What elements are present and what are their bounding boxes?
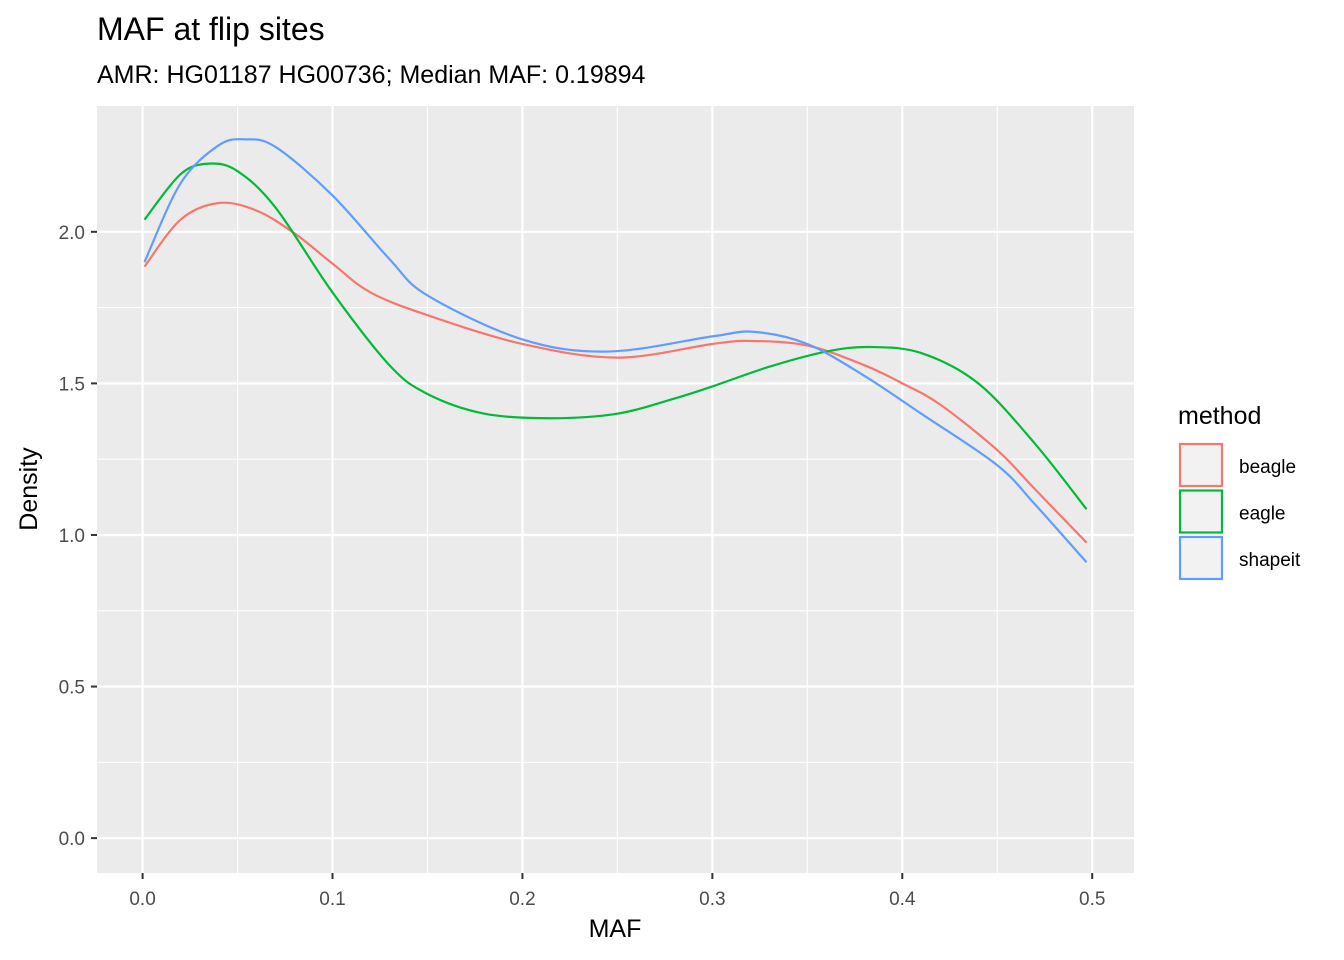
legend-title: method (1178, 402, 1261, 430)
series-line-beagle (143, 201, 1088, 544)
major-gridlines (97, 106, 1134, 873)
legend-key-shapeit (1178, 535, 1224, 581)
y-tick-label: 0.0 (59, 829, 85, 850)
x-tick-label: 0.3 (699, 889, 725, 910)
y-axis: 0.0 0.5 1.0 1.5 2.0 (59, 223, 97, 850)
chart-subtitle: AMR: HG01187 HG00736; Median MAF: 0.1989… (97, 61, 646, 89)
x-tick-label: 0.2 (509, 889, 535, 910)
density-lines (143, 138, 1088, 563)
y-tick-label: 1.5 (59, 374, 85, 395)
legend-label-eagle: eagle (1239, 504, 1286, 525)
plot-panel (97, 106, 1134, 873)
series-line-eagle (143, 162, 1088, 510)
x-tick-label: 0.1 (319, 889, 345, 910)
x-axis: 0.0 0.1 0.2 0.3 0.4 0.5 (129, 873, 1105, 910)
legend-label-shapeit: shapeit (1239, 550, 1301, 571)
series-line-shapeit (143, 138, 1088, 563)
minor-gridlines (97, 106, 1134, 873)
legend: method beagle eagle shapeit (1178, 402, 1301, 581)
y-tick-label: 1.0 (59, 526, 85, 547)
x-tick-label: 0.4 (889, 889, 916, 910)
y-axis-title: Density (15, 447, 43, 531)
chart-title: MAF at flip sites (97, 11, 325, 47)
x-axis-title: MAF (589, 915, 642, 943)
y-tick-label: 2.0 (59, 223, 85, 244)
legend-key-eagle (1178, 489, 1224, 534)
legend-label-beagle: beagle (1239, 457, 1296, 478)
x-tick-label: 0.5 (1079, 889, 1105, 910)
x-tick-label: 0.0 (129, 889, 155, 910)
y-tick-label: 0.5 (59, 678, 85, 699)
legend-key-beagle (1178, 442, 1224, 488)
